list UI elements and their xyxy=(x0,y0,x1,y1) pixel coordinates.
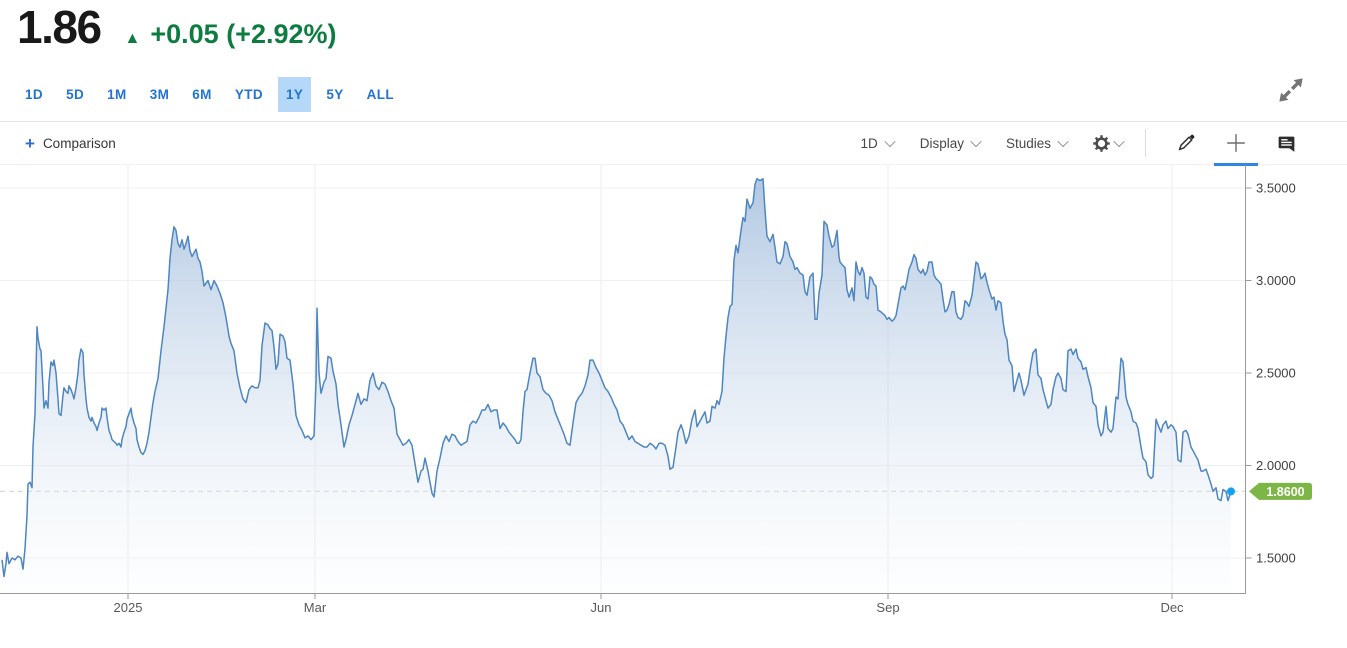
chevron-down-icon xyxy=(1057,135,1069,148)
svg-text:1.5000: 1.5000 xyxy=(1256,551,1296,566)
studies-dropdown-label: Studies xyxy=(1005,135,1051,151)
price-change: ▲ +0.05 (+2.92%) xyxy=(125,19,337,50)
svg-text:Sep: Sep xyxy=(876,600,899,615)
change-text: +0.05 (+2.92%) xyxy=(150,19,337,49)
up-arrow-icon: ▲ xyxy=(124,30,141,47)
range-tab-1d[interactable]: 1D xyxy=(25,87,44,102)
toolbar-tools: 1D Display Studies xyxy=(834,127,1307,166)
axes xyxy=(0,165,1252,599)
crosshair-icon xyxy=(1227,134,1245,152)
plus-icon: + xyxy=(25,133,35,153)
current-price-dot xyxy=(1227,487,1235,496)
range-tabs: 1D 5D 1M 3M 6M YTD 1Y 5Y ALL xyxy=(17,77,409,112)
svg-text:Jun: Jun xyxy=(591,600,612,615)
range-tab-3m[interactable]: 3M xyxy=(149,87,170,102)
svg-text:3.0000: 3.0000 xyxy=(1256,273,1296,288)
news-annotation-icon xyxy=(1278,136,1295,152)
y-axis-labels: 3.5000 3.0000 2.5000 2.0000 1.5000 xyxy=(1256,181,1296,566)
settings-button[interactable] xyxy=(1093,134,1125,152)
svg-text:2.0000: 2.0000 xyxy=(1256,458,1296,473)
price-chart[interactable]: 3.5000 3.0000 2.5000 2.0000 1.5000 2025 Mar Jun… xyxy=(0,165,1347,643)
chevron-down-icon xyxy=(970,135,982,148)
range-tab-5y[interactable]: 5Y xyxy=(326,87,344,102)
svg-text:Mar: Mar xyxy=(304,600,327,615)
draw-tool-button[interactable] xyxy=(1165,128,1206,159)
price-header: 1.86 ▲ +0.05 (+2.92%) xyxy=(17,2,337,53)
crosshair-tool-button[interactable] xyxy=(1214,127,1258,166)
news-events-button[interactable] xyxy=(1266,128,1307,159)
interval-dropdown-label: 1D xyxy=(860,135,878,151)
comparison-label: Comparison xyxy=(42,135,116,151)
svg-text:Dec: Dec xyxy=(1160,600,1184,615)
svg-text:3.5000: 3.5000 xyxy=(1256,181,1296,196)
current-price-badge xyxy=(1249,482,1312,500)
add-comparison-button[interactable]: + Comparison xyxy=(25,135,116,152)
expand-arrows-icon xyxy=(1279,78,1303,102)
range-tab-all[interactable]: ALL xyxy=(366,87,395,102)
range-tab-6m[interactable]: 6M xyxy=(192,87,212,102)
pencil-icon xyxy=(1178,134,1195,150)
interval-dropdown[interactable]: 1D xyxy=(860,135,896,151)
range-tab-ytd[interactable]: YTD xyxy=(234,87,264,102)
display-dropdown[interactable]: Display xyxy=(919,135,982,151)
price-area-series xyxy=(2,178,1231,594)
last-price: 1.86 xyxy=(17,1,102,53)
chart-area: 3.5000 3.0000 2.5000 2.0000 1.5000 2025 Mar Jun… xyxy=(0,165,1347,643)
current-price-badge-label: 1.8600 xyxy=(1266,485,1304,499)
chevron-down-icon xyxy=(884,135,896,148)
range-tab-5d[interactable]: 5D xyxy=(66,87,85,102)
svg-text:2025: 2025 xyxy=(114,600,143,615)
gear-icon xyxy=(1093,134,1110,152)
toolbar-dropdowns: 1D Display Studies xyxy=(834,135,1069,151)
price-line-series xyxy=(1,178,1232,578)
range-tab-1y[interactable]: 1Y xyxy=(278,77,312,112)
range-tab-1m[interactable]: 1M xyxy=(107,87,127,102)
svg-text:2.5000: 2.5000 xyxy=(1256,366,1296,381)
fullscreen-button[interactable] xyxy=(1271,70,1311,110)
chevron-down-icon xyxy=(1113,135,1125,148)
toolbar-divider xyxy=(1145,129,1146,157)
x-axis-labels: 2025 Mar Jun Sep Dec xyxy=(114,600,1185,615)
chart-toolbar: + Comparison 1D Display Studies xyxy=(0,121,1347,166)
display-dropdown-label: Display xyxy=(919,135,964,151)
studies-dropdown[interactable]: Studies xyxy=(1005,135,1069,151)
